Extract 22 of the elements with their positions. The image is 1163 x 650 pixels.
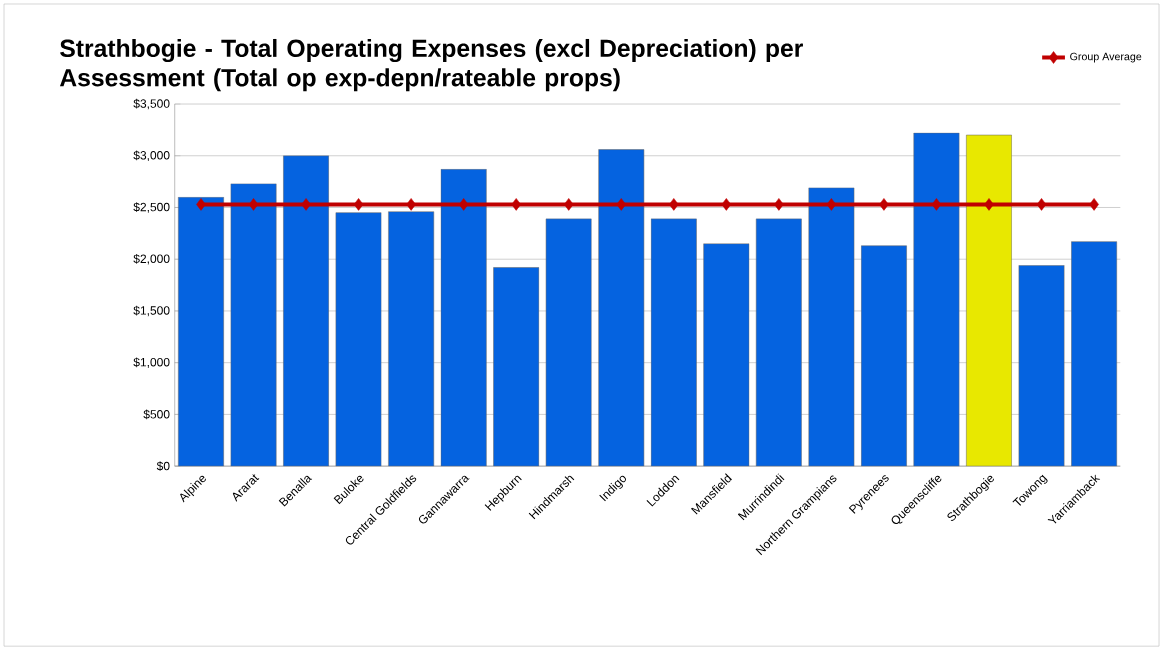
y-tick-label: $2,000 xyxy=(133,253,170,265)
y-tick-label: $3,500 xyxy=(133,98,170,110)
bar xyxy=(335,212,382,467)
bar xyxy=(966,134,1012,467)
bar xyxy=(913,132,960,467)
y-tick-label: $2,500 xyxy=(133,202,170,213)
bar xyxy=(283,155,329,467)
bar xyxy=(755,218,802,467)
y-tick-label: $500 xyxy=(143,409,170,420)
y-tick-label: $3,000 xyxy=(133,150,170,161)
bar xyxy=(860,245,907,467)
chart-title: Strathbogie - Total Operating Expenses (excl Depreciation) per Assessment (Total op exp-depn/rateable props) xyxy=(59,38,803,92)
y-tick-label: $0 xyxy=(156,461,170,471)
y-tick-label: $1,500 xyxy=(133,305,170,317)
bar xyxy=(230,183,277,467)
bar xyxy=(650,218,697,467)
bar xyxy=(493,267,540,467)
y-tick-label: $1,000 xyxy=(133,357,170,368)
legend-label: Group Average xyxy=(1070,52,1142,63)
bar xyxy=(440,168,487,467)
bar xyxy=(545,218,592,467)
bar xyxy=(1071,241,1118,467)
